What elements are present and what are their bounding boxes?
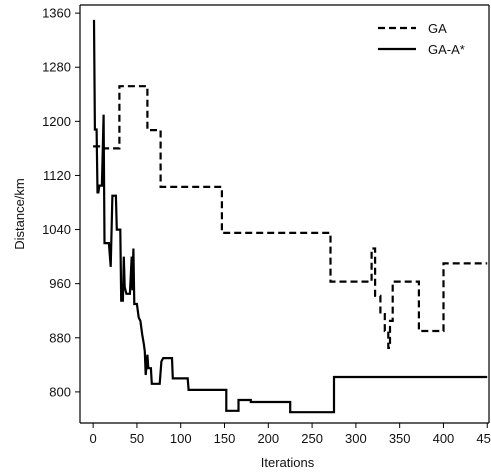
x-tick-label: 0 <box>90 431 97 446</box>
x-tick-label: 150 <box>214 431 236 446</box>
y-tick-label: 1280 <box>42 60 71 75</box>
x-tick-label: 50 <box>130 431 144 446</box>
y-tick-label: 1040 <box>42 222 71 237</box>
y-tick-label: 1120 <box>43 168 71 183</box>
legend: GA GA-A* <box>378 21 465 57</box>
x-axis-label: Iterations <box>261 455 315 470</box>
series-line-ga-astar <box>92 19 488 414</box>
y-axis-label: Distance/km <box>12 178 27 250</box>
x-tick-label: 400 <box>433 431 455 446</box>
legend-label-ga: GA <box>428 21 447 36</box>
x-tick-label: 350 <box>389 431 411 446</box>
x-tick-label: 100 <box>170 431 192 446</box>
plot-area <box>92 19 488 414</box>
x-tick-label: 300 <box>345 431 367 446</box>
y-tick-label: 960 <box>49 276 71 291</box>
x-tick-label: 450 <box>476 431 491 446</box>
legend-label-ga-astar: GA-A* <box>428 42 465 57</box>
series-line-ga <box>93 85 488 349</box>
x-tick-label: 200 <box>257 431 279 446</box>
y-tick-label: 1200 <box>42 114 71 129</box>
y-tick-label: 880 <box>49 330 71 345</box>
x-tick-label: 250 <box>301 431 323 446</box>
y-tick-label: 800 <box>49 384 71 399</box>
y-tick-label: 1360 <box>42 6 71 21</box>
x-axis-ticks: 0 50 100 150 200 250 300 350 400 450 <box>90 423 491 446</box>
y-axis-ticks: 800 880 960 1040 1120 1200 1280 1360 <box>42 6 80 399</box>
